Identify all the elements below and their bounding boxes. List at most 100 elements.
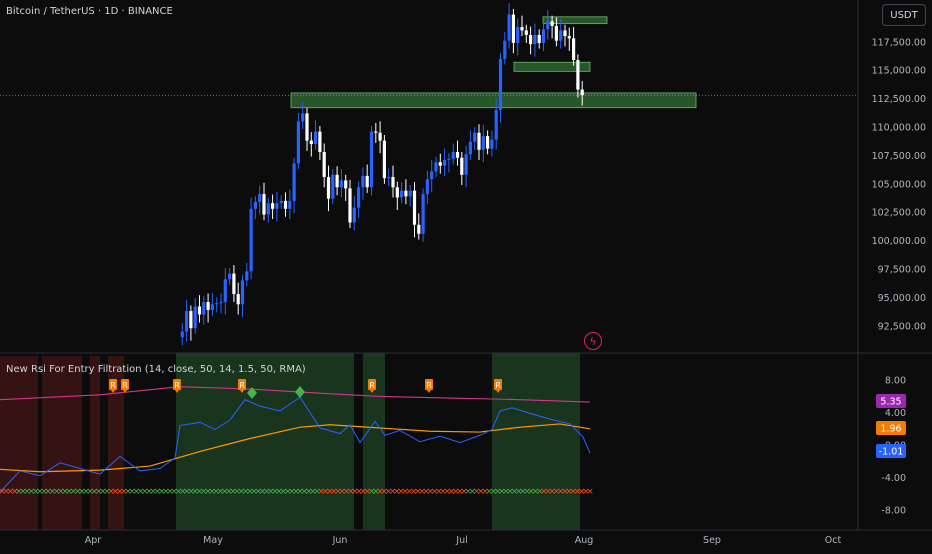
strip-cross: × bbox=[212, 487, 220, 497]
strip-cross: × bbox=[502, 487, 510, 497]
price-tick-label: 107,500.00 bbox=[872, 151, 926, 162]
candle bbox=[563, 24, 567, 47]
strip-cross: × bbox=[233, 487, 241, 497]
diamond-signal bbox=[295, 386, 305, 398]
candle-body bbox=[473, 132, 477, 142]
candle bbox=[369, 125, 374, 196]
candle-body bbox=[378, 132, 382, 141]
candle-body bbox=[464, 154, 468, 175]
candle bbox=[305, 107, 309, 151]
candle bbox=[511, 8, 515, 54]
candle bbox=[262, 182, 266, 221]
strip-cross: × bbox=[28, 487, 36, 497]
strip-cross: × bbox=[61, 487, 69, 497]
candle bbox=[421, 188, 425, 242]
strip-cross: × bbox=[280, 487, 288, 497]
indicator-title: New Rsi For Entry Filtration (14, close,… bbox=[6, 364, 306, 375]
strip-cross: × bbox=[166, 487, 174, 497]
candle bbox=[554, 17, 558, 47]
price-tick-label: 92,500.00 bbox=[878, 321, 926, 332]
candle-body bbox=[477, 132, 481, 150]
strip-cross: × bbox=[519, 487, 527, 497]
strip-cross: × bbox=[532, 487, 540, 497]
candle-body bbox=[387, 177, 391, 179]
strip-cross: × bbox=[557, 487, 565, 497]
candle bbox=[197, 295, 202, 323]
strip-cross: × bbox=[7, 487, 15, 497]
strip-cross: × bbox=[154, 487, 162, 497]
indicator-line-blue bbox=[0, 396, 591, 493]
candle bbox=[339, 169, 343, 198]
strip-cross: × bbox=[15, 487, 23, 497]
strip-cross: × bbox=[414, 487, 422, 497]
strip-cross: × bbox=[175, 487, 183, 497]
strip-cross: × bbox=[95, 487, 103, 497]
candle-body bbox=[180, 331, 184, 338]
candle-body bbox=[292, 163, 296, 201]
candle bbox=[387, 168, 391, 187]
price-zone-zone-top bbox=[542, 16, 608, 25]
candle-body bbox=[520, 27, 524, 31]
indicator-bg-region bbox=[363, 356, 385, 530]
currency-button[interactable]: USDT bbox=[882, 4, 926, 26]
candle bbox=[494, 98, 498, 150]
candle bbox=[443, 148, 447, 176]
strip-cross: × bbox=[305, 487, 313, 497]
candle bbox=[391, 165, 395, 198]
candle bbox=[438, 153, 442, 174]
candle bbox=[395, 181, 399, 210]
candle-body bbox=[193, 306, 197, 329]
candle-body bbox=[572, 38, 576, 60]
strip-cross: × bbox=[74, 487, 82, 497]
strip-cross: × bbox=[406, 487, 414, 497]
indicator-value-badge-bg bbox=[876, 444, 906, 458]
diamond-signal bbox=[247, 387, 257, 399]
candle bbox=[365, 164, 369, 193]
strip-cross: × bbox=[452, 487, 460, 497]
candle-body bbox=[301, 113, 305, 122]
strip-cross: × bbox=[477, 487, 485, 497]
indicator-bg-region bbox=[176, 353, 354, 356]
candle bbox=[430, 159, 434, 192]
candle-body bbox=[430, 171, 434, 180]
strip-cross: × bbox=[460, 487, 468, 497]
candle-body bbox=[339, 180, 343, 188]
strip-cross: × bbox=[523, 487, 531, 497]
candle bbox=[301, 102, 305, 130]
candle bbox=[185, 299, 189, 342]
r-marker-box bbox=[173, 379, 181, 390]
candle-body bbox=[275, 203, 279, 209]
candle-body bbox=[219, 302, 223, 304]
indicator-value-badge-orange: 1.96 bbox=[876, 421, 906, 435]
strip-cross: × bbox=[267, 487, 275, 497]
strip-cross: × bbox=[254, 487, 262, 497]
strip-cross: × bbox=[40, 487, 48, 497]
strip-cross: × bbox=[372, 487, 380, 497]
r-marker-pointer bbox=[427, 390, 431, 393]
candle-body bbox=[408, 190, 412, 197]
strip-cross: × bbox=[149, 487, 157, 497]
indicator-tick-label: -4.00 bbox=[881, 473, 906, 484]
candle-body bbox=[361, 175, 365, 188]
r-marker-label: R bbox=[369, 381, 375, 390]
candle bbox=[223, 267, 227, 315]
strip-cross: × bbox=[582, 487, 590, 497]
indicator-bg-region bbox=[42, 356, 82, 530]
candle bbox=[253, 196, 257, 220]
candle-body bbox=[554, 25, 558, 41]
candle bbox=[378, 121, 382, 154]
candle-body bbox=[507, 14, 511, 41]
candle-body bbox=[215, 303, 219, 305]
candle bbox=[404, 179, 408, 205]
price-zone-zone-mid bbox=[513, 61, 591, 72]
candle-body bbox=[455, 152, 460, 158]
candle-body bbox=[210, 304, 214, 310]
r-marker-label: R bbox=[110, 381, 116, 390]
price-tick-label: 105,000.00 bbox=[872, 179, 926, 190]
strip-cross: × bbox=[586, 487, 594, 497]
candle bbox=[202, 296, 206, 325]
flash-icon[interactable]: ϟ bbox=[584, 332, 602, 350]
